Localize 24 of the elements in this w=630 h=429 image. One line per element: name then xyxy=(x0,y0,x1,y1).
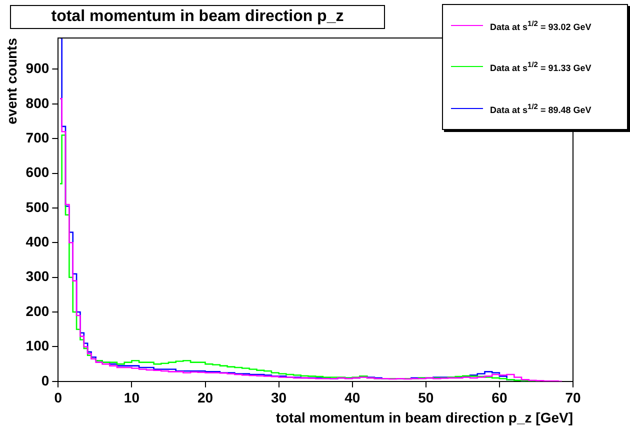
y-tick-label: 700 xyxy=(26,129,50,146)
legend-label: Data at s$^{1/2}$ = 91.33 GeV xyxy=(490,60,592,74)
y-tick-label: 800 xyxy=(26,94,50,111)
y-tick-label: 200 xyxy=(26,302,50,319)
x-tick-label: 0 xyxy=(54,390,62,406)
x-tick-label: 70 xyxy=(565,390,581,406)
chart-title: total momentum in beam direction p_z xyxy=(10,5,385,29)
legend-label: Data at s$^{1/2}$ = 89.48 GeV xyxy=(490,102,592,115)
y-tick-label: 100 xyxy=(26,338,50,354)
x-tick-label: 40 xyxy=(344,390,360,406)
y-tick-label: 400 xyxy=(26,234,50,250)
x-tick-label: 20 xyxy=(197,390,214,406)
y-tick-label: 300 xyxy=(26,268,50,284)
x-tick-label: 50 xyxy=(418,390,434,406)
x-tick-label: 30 xyxy=(271,390,287,406)
legend-label: Data at s$^{1/2}$ = 93.02 GeV xyxy=(490,19,592,32)
y-axis-title: event counts xyxy=(3,38,20,124)
y-tick-label: 600 xyxy=(26,164,50,180)
x-axis-title: total momentum in beam direction p_z [GeV] xyxy=(276,409,573,426)
y-tick-label: 500 xyxy=(26,198,50,215)
x-tick-label: 60 xyxy=(492,390,508,406)
y-tick-label: 900 xyxy=(26,60,50,76)
y-tick-label: 0 xyxy=(41,372,50,388)
x-tick-label: 10 xyxy=(124,390,140,406)
